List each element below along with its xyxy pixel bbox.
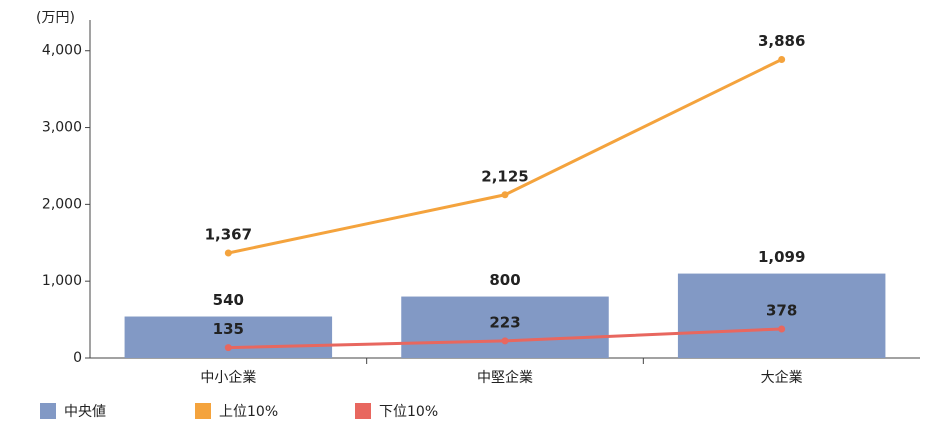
value-label: 3,886 [758, 32, 805, 50]
legend-swatch [195, 403, 211, 419]
value-label: 223 [489, 313, 520, 331]
value-label: 800 [489, 271, 520, 289]
point [778, 325, 786, 333]
legend-label: 中央値 [64, 404, 106, 420]
value-label: 540 [213, 291, 244, 309]
y-tick-label: 1,000 [42, 273, 82, 289]
value-label: 2,125 [481, 167, 528, 185]
point [501, 191, 509, 199]
line [228, 58, 783, 255]
legend-swatch [40, 403, 56, 419]
point [778, 55, 786, 63]
value-label: 1,367 [205, 225, 252, 243]
bar [677, 273, 886, 358]
legend-label: 下位10% [379, 404, 438, 420]
point [224, 249, 232, 257]
y-axis-label: (万円) [36, 10, 75, 26]
x-tick-label: 中小企業 [200, 369, 256, 386]
y-tick-label: 0 [73, 350, 82, 366]
legend-label: 上位10% [219, 404, 278, 420]
bar [401, 296, 609, 358]
y-tick-label: 4,000 [42, 43, 82, 59]
x-tick-label: 中堅企業 [477, 369, 533, 386]
point [501, 337, 509, 345]
y-tick-label: 3,000 [42, 120, 82, 136]
point [224, 344, 232, 352]
y-tick-label: 2,000 [42, 196, 82, 212]
x-tick-label: 大企業 [761, 369, 803, 386]
legend-swatch [355, 403, 371, 419]
value-label: 1,099 [758, 248, 805, 266]
value-label: 135 [213, 320, 244, 338]
value-label: 378 [766, 301, 797, 319]
